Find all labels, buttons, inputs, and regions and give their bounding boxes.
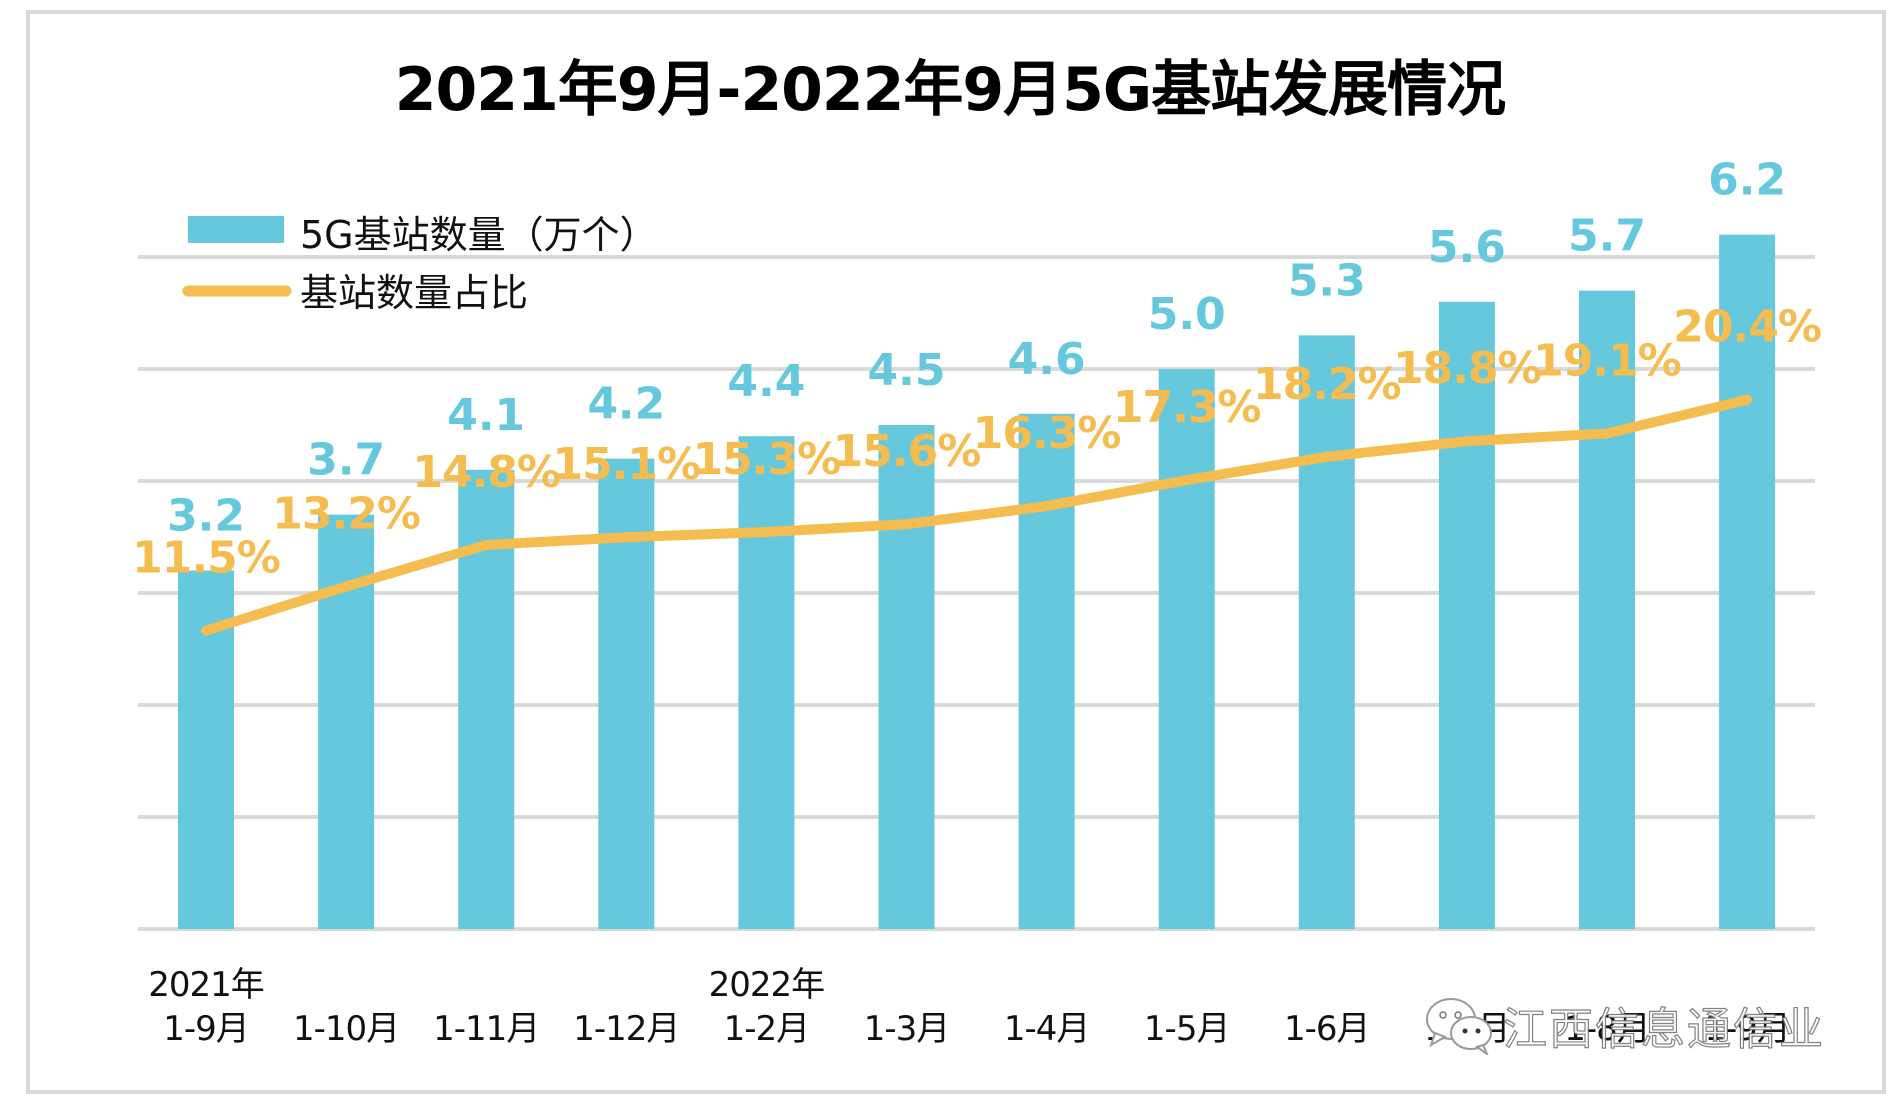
line-series <box>201 394 1753 636</box>
bar-value-label: 4.6 <box>1008 334 1086 385</box>
x-tick-label: 1-3月 <box>864 1009 950 1049</box>
bar-value-label: 5.6 <box>1428 222 1506 273</box>
x-year-label: 2021年 <box>148 965 264 1005</box>
line-value-label: 18.8% <box>1393 343 1541 394</box>
bar-value-label: 4.1 <box>447 390 525 441</box>
line-value-label: 16.3% <box>973 408 1121 459</box>
bar-value-label: 4.4 <box>727 356 805 407</box>
chart-frame <box>26 10 1886 1094</box>
chart-title: 2021年9月-2022年9月5G基站发展情况 <box>394 55 1506 125</box>
line-value-label: 11.5% <box>132 533 280 584</box>
line-value-label: 19.1% <box>1533 335 1681 386</box>
bar-value-label: 3.2 <box>167 491 245 542</box>
legend-label-bar: 5G基站数量（万个） <box>300 213 658 257</box>
bar-value-label: 6.2 <box>1708 155 1786 206</box>
line-value-label: 18.2% <box>1253 359 1401 410</box>
legend-label-line: 基站数量占比 <box>300 271 528 315</box>
gridlines <box>138 255 1815 931</box>
bar-value-label: 5.3 <box>1288 255 1366 306</box>
line-value-label: 15.3% <box>693 434 841 485</box>
x-year-label: 2022年 <box>709 965 825 1005</box>
watermark-text: 江西信息通信业 <box>1502 1003 1825 1055</box>
bar <box>1719 234 1776 930</box>
line-value-label: 17.3% <box>1113 382 1261 433</box>
watermark: 江西信息通信业 <box>1425 995 1825 1057</box>
x-tick-label: 1-5月 <box>1144 1009 1230 1049</box>
x-tick-label: 1-9月 <box>1704 1009 1790 1049</box>
bar <box>1018 413 1075 929</box>
x-tick-label: 1-6月 <box>1284 1009 1370 1049</box>
bar-value-label: 4.2 <box>587 379 665 430</box>
x-tick-label: 1-11月 <box>433 1009 539 1049</box>
line-value-label: 20.4% <box>1673 302 1821 353</box>
line-value-label: 15.1% <box>552 439 700 490</box>
x-tick-label: 1-9月 <box>163 1009 249 1049</box>
line-value-label: 14.8% <box>412 447 560 498</box>
x-tick-label: 1-12月 <box>573 1009 679 1049</box>
legend-swatch-bar <box>188 216 284 243</box>
line-data-labels: 11.5%13.2%14.8%15.1%15.3%15.6%16.3%17.3%… <box>132 302 1822 584</box>
bar <box>458 469 515 929</box>
bar-data-labels: 3.2 3.7 4.1 4.2 4.4 4.5 4.6 5.0 5.3 5.6 5.7 6.2 <box>167 155 1786 542</box>
bar <box>1579 290 1635 930</box>
x-tick-label: 1-10月 <box>293 1009 399 1049</box>
bar <box>1298 335 1355 929</box>
wechat-icon <box>1425 995 1495 1057</box>
bar <box>598 458 655 929</box>
bar-value-label: 3.7 <box>307 435 385 486</box>
line-value-label: 13.2% <box>272 489 420 540</box>
line-value-label: 15.6% <box>833 426 981 477</box>
bar <box>1438 301 1495 929</box>
bar-value-label: 4.5 <box>868 345 946 396</box>
bar-value-label: 5.0 <box>1148 289 1226 340</box>
bar <box>1158 369 1215 929</box>
bar <box>878 425 935 929</box>
x-tick-label: 1-4月 <box>1004 1009 1090 1049</box>
x-tick-label: 1-2月 <box>724 1009 810 1049</box>
legend: 5G基站数量（万个） 基站数量占比 <box>182 213 658 315</box>
bar-value-label: 5.7 <box>1568 211 1646 262</box>
x-tick-label: 1-8月 <box>1564 1009 1650 1049</box>
bar <box>738 436 795 929</box>
line-path <box>201 394 1753 636</box>
